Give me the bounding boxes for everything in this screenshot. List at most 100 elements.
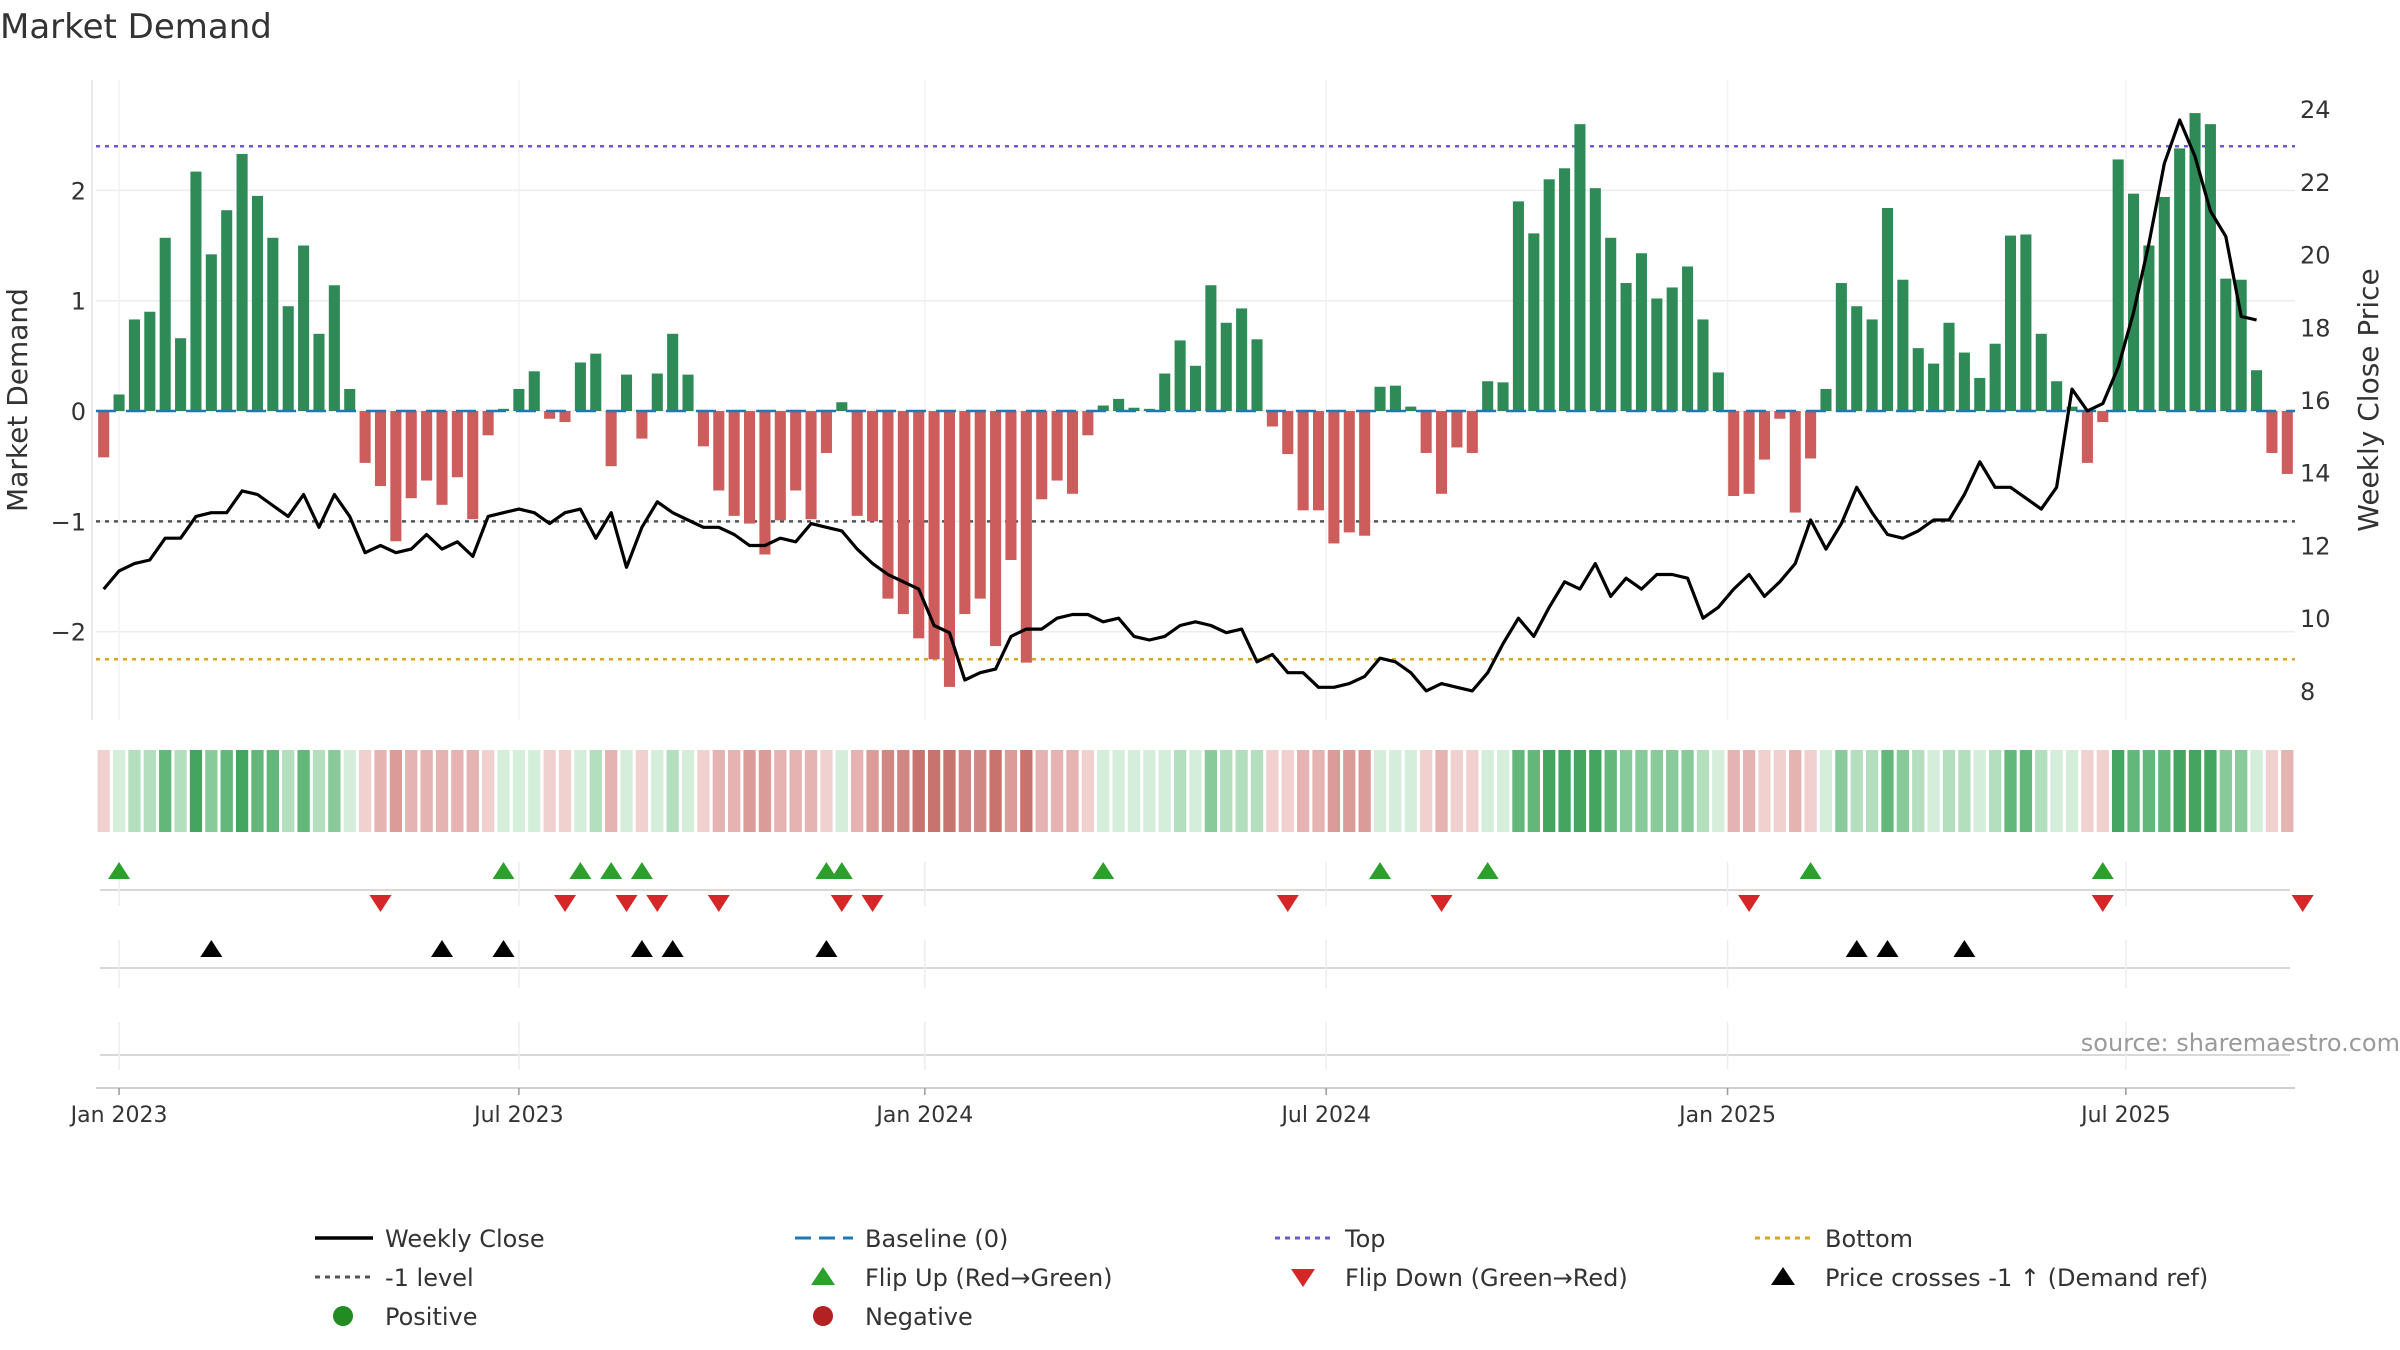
y-left-tick-label: −1 [51, 508, 86, 536]
y-right-tick-label: 18 [2300, 314, 2331, 342]
legend-label: Flip Up (Red→Green) [865, 1264, 1113, 1292]
heat-strip-cell [1358, 750, 1371, 832]
heat-strip-cell [435, 750, 449, 832]
y-axis-label-right: Weekly Close Price [2352, 268, 2385, 531]
weekly-close-line [102, 118, 2257, 693]
heat-strip-cell [312, 750, 326, 832]
heat-strip-cell [604, 750, 618, 832]
demand-bar [1389, 385, 1401, 412]
heat-strip-cell [558, 750, 572, 832]
flip-down-marker [1738, 895, 1761, 912]
heat-strip-cell [1173, 750, 1187, 832]
demand-bar [2112, 159, 2124, 412]
demand-bar [1359, 411, 1371, 536]
signal-markers [100, 862, 2314, 1070]
heat-strip-cell [297, 750, 310, 832]
demand-bars [98, 113, 2293, 687]
heat-strip-cell [328, 750, 341, 832]
demand-bar [1005, 411, 1017, 560]
heat-strip-cell [804, 750, 818, 832]
demand-bar [1728, 411, 1740, 496]
heat-strip-cell [1343, 750, 1356, 832]
heat-strip-cell [1865, 750, 1879, 832]
flip-up-marker [569, 862, 592, 879]
heat-strip-cell [1650, 750, 1663, 832]
demand-bar [2035, 333, 2047, 412]
y-right-tick-label: 16 [2300, 387, 2331, 415]
y-right-tick-label: 24 [2300, 96, 2331, 124]
demand-bar [236, 153, 248, 412]
demand-bar [1374, 386, 1386, 412]
demand-bar [913, 411, 925, 639]
heat-strip-cell [1327, 750, 1341, 832]
heat-strip-cell [481, 750, 495, 832]
demand-bar [1912, 348, 1924, 412]
heat-strip-cell [589, 750, 602, 832]
demand-bar [344, 388, 356, 412]
demand-bar [1189, 365, 1202, 412]
y-left-tick-label: −2 [51, 619, 86, 647]
demand-bar [1113, 398, 1125, 412]
demand-bar [405, 411, 417, 499]
heat-strip-cell [512, 750, 526, 832]
demand-bar [1297, 411, 1309, 511]
demand-bar [313, 333, 325, 412]
heat-strip-cell [2173, 750, 2186, 832]
demand-bar [482, 411, 494, 436]
heat-strip-cell [1558, 750, 1571, 832]
demand-bar [667, 333, 679, 412]
flip-up-marker [815, 862, 838, 879]
heat-strip-cell [681, 750, 695, 832]
demand-bar [544, 411, 556, 419]
demand-bar [436, 411, 448, 505]
heat-strip-cell [1804, 750, 1817, 832]
demand-bar [1559, 168, 1571, 412]
demand-bar [1343, 411, 1355, 533]
price-cross-marker [1953, 940, 1976, 957]
y-right-tick-label: 14 [2300, 460, 2331, 488]
heat-strip-cell [282, 750, 295, 832]
heat-strip-cell [958, 750, 971, 832]
demand-bar [2235, 279, 2247, 412]
heat-strip-cell [189, 750, 203, 832]
heat-strip-cell [2019, 750, 2033, 832]
heat-strip-cell [405, 750, 418, 832]
demand-bar [974, 411, 986, 599]
demand-bar [1682, 266, 1694, 412]
demand-bar [128, 319, 140, 412]
heat-strip-cell [1942, 750, 1956, 832]
heat-strip-cell [1835, 750, 1848, 832]
price-cross-marker [661, 940, 684, 957]
heat-strip-cell [574, 750, 587, 832]
demand-bar [1989, 343, 2001, 412]
heat-strip-cell [974, 750, 987, 832]
price-cross-marker [492, 940, 515, 957]
demand-bar [2020, 234, 2032, 412]
demand-bar [1758, 411, 1771, 460]
demand-bar [1497, 382, 1509, 412]
heat-strip-cell [543, 750, 556, 832]
heat-strip-cell [97, 750, 110, 832]
demand-bar [2143, 245, 2155, 412]
demand-bar [2158, 196, 2170, 412]
demand-bar [159, 237, 171, 412]
demand-bar [1082, 411, 1094, 436]
demand-bar [1589, 188, 1601, 412]
demand-bar [267, 237, 279, 412]
legend-label: Baseline (0) [865, 1225, 1008, 1253]
heat-strip-cell [1112, 750, 1125, 832]
heat-strip-cell [1742, 750, 1756, 832]
demand-bar [2189, 113, 2201, 412]
heat-strip-cell [1496, 750, 1510, 832]
demand-bar [1236, 308, 1248, 412]
heat-strip-cell [374, 750, 387, 832]
flip-down-marker [1430, 895, 1453, 912]
legend-label: Top [1344, 1225, 1386, 1253]
heat-strip-cell [1881, 750, 1894, 832]
demand-bar [928, 411, 940, 660]
heat-strip-cell [2004, 750, 2017, 832]
demand-bar [1605, 237, 1617, 412]
flip-up-marker [630, 862, 653, 879]
heat-strip-cell [1066, 750, 1079, 832]
x-tick-label: Jul 2023 [472, 1103, 564, 1128]
